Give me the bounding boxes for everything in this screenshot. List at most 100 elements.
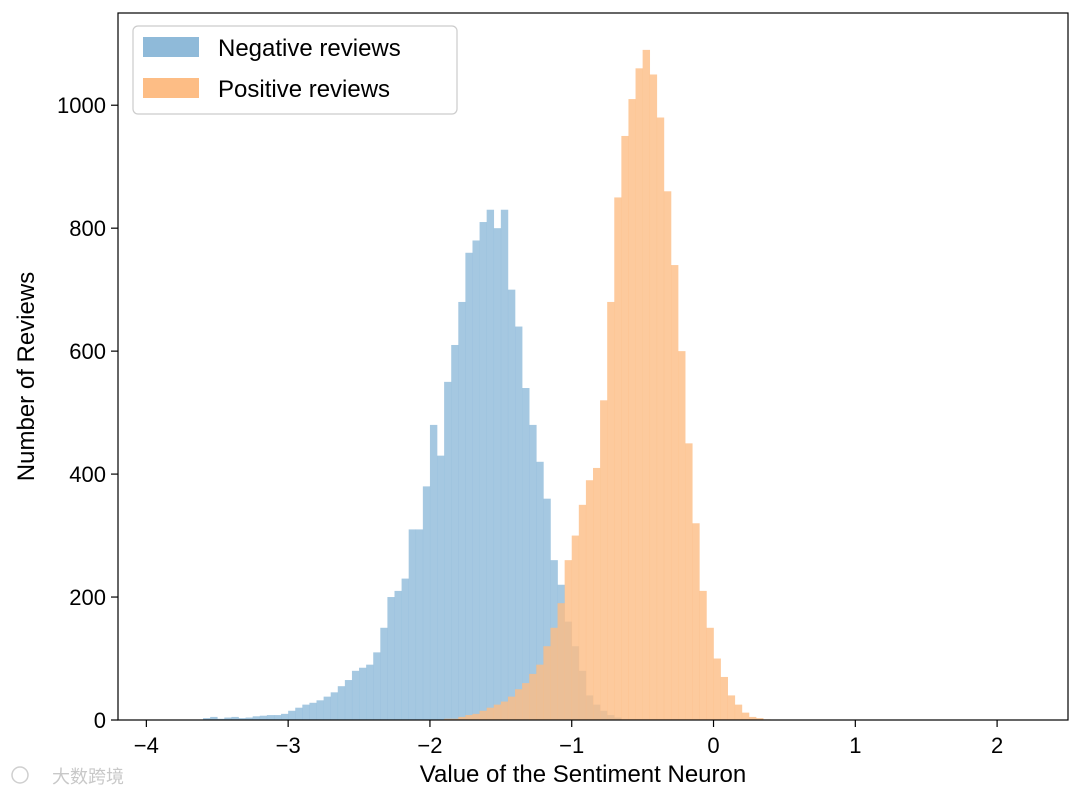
y-axis-label: Number of Reviews xyxy=(13,272,40,481)
negative-reviews-bar xyxy=(472,240,480,721)
positive-reviews-bar xyxy=(607,301,615,720)
positive-reviews-bar xyxy=(500,701,509,720)
positive-reviews-bar xyxy=(727,695,736,720)
negative-reviews-bar xyxy=(458,301,466,720)
negative-reviews-bar xyxy=(281,713,289,720)
positive-reviews-bar xyxy=(656,117,665,720)
negative-reviews-bar xyxy=(373,652,381,720)
negative-reviews-bar xyxy=(451,344,459,720)
positive-reviews-bar xyxy=(486,707,495,720)
x-tick-label: −1 xyxy=(559,733,584,758)
positive-reviews-bar xyxy=(564,560,573,720)
negative-reviews-bar xyxy=(359,667,367,720)
positive-reviews-bar xyxy=(642,49,651,720)
negative-reviews-bar xyxy=(210,716,218,720)
positive-reviews-bar xyxy=(585,480,594,720)
negative-reviews-bar xyxy=(309,702,317,720)
x-tick-label: −2 xyxy=(417,733,442,758)
positive-reviews-bar xyxy=(628,99,636,720)
positive-reviews-bar xyxy=(458,716,466,720)
positive-reviews-bar xyxy=(593,467,601,720)
watermark: 大数跨境 xyxy=(11,766,124,788)
plot-frame xyxy=(117,12,1069,721)
x-tick-label: −4 xyxy=(134,733,159,758)
positive-reviews-bar xyxy=(600,400,608,720)
x-tick-label: −3 xyxy=(276,733,301,758)
positive-reviews-bar xyxy=(699,590,707,720)
positive-reviews-bar xyxy=(720,676,729,720)
negative-reviews-bar xyxy=(273,715,282,720)
negative-reviews-bar xyxy=(217,718,225,720)
negative-reviews-bar xyxy=(387,597,395,720)
legend-swatch-negative xyxy=(143,37,199,57)
positive-reviews-bar xyxy=(543,646,551,720)
positive-reviews-bar xyxy=(444,718,452,720)
negative-reviews-bar xyxy=(302,704,310,720)
negative-reviews-bar xyxy=(500,209,509,720)
positive-reviews-bar xyxy=(493,704,502,720)
positive-reviews-bar xyxy=(649,74,658,720)
positive-reviews-bar xyxy=(663,191,672,720)
negative-reviews-bar xyxy=(401,578,409,720)
negative-reviews-bar xyxy=(238,718,246,720)
negative-reviews-bar xyxy=(351,670,360,720)
negative-reviews-bars xyxy=(203,209,622,721)
negative-reviews-bar xyxy=(394,590,402,720)
positive-reviews-bar xyxy=(692,523,700,720)
positive-reviews-bar xyxy=(550,627,558,720)
negative-reviews-bar xyxy=(203,718,211,720)
negative-reviews-bar xyxy=(486,209,495,720)
negative-reviews-bar xyxy=(507,289,516,720)
negative-reviews-bar xyxy=(529,424,537,720)
negative-reviews-bar xyxy=(252,716,261,720)
negative-reviews-bar xyxy=(429,424,438,720)
positive-reviews-bar xyxy=(479,710,487,720)
x-axis-ticks: −4 −3 −2 −1 0 1 2 xyxy=(134,720,1003,758)
positive-reviews-bar xyxy=(507,696,516,720)
negative-reviews-bar xyxy=(522,388,530,720)
y-axis-ticks: 0 200 400 600 800 1000 xyxy=(57,93,118,733)
positive-reviews-bar xyxy=(741,712,750,720)
positive-reviews-bar xyxy=(635,68,643,720)
positive-reviews-bar xyxy=(529,673,537,720)
x-tick-label: 0 xyxy=(707,733,719,758)
negative-reviews-bar xyxy=(444,381,452,720)
positive-reviews-bar xyxy=(465,715,473,720)
positive-reviews-bar xyxy=(614,197,622,720)
negative-reviews-bar xyxy=(224,717,232,720)
positive-reviews-bars xyxy=(444,49,771,720)
x-tick-label: 1 xyxy=(849,733,861,758)
positive-reviews-bar xyxy=(536,664,544,720)
positive-reviews-bar xyxy=(706,627,714,720)
positive-reviews-bar xyxy=(451,718,459,720)
negative-reviews-bar xyxy=(380,627,388,720)
negative-reviews-bar xyxy=(266,715,275,720)
negative-reviews-bar xyxy=(231,716,239,720)
negative-reviews-bar xyxy=(536,461,544,720)
x-axis-label: Value of the Sentiment Neuron xyxy=(420,761,746,788)
negative-reviews-bar xyxy=(422,486,431,720)
negative-reviews-bar xyxy=(479,222,487,720)
legend-label-negative: Negative reviews xyxy=(218,35,401,62)
positive-reviews-bar xyxy=(571,535,580,720)
negative-reviews-bar xyxy=(366,664,374,720)
negative-reviews-bar xyxy=(337,686,346,720)
negative-reviews-bar xyxy=(330,692,339,720)
negative-reviews-bar xyxy=(437,455,445,720)
negative-reviews-bar xyxy=(465,252,473,721)
positive-reviews-bar xyxy=(748,716,757,720)
positive-reviews-bar xyxy=(522,683,530,720)
negative-reviews-bar xyxy=(288,710,296,720)
y-tick-label: 200 xyxy=(69,585,106,610)
y-tick-label: 1000 xyxy=(57,93,106,118)
negative-reviews-bar xyxy=(408,529,417,720)
positive-reviews-bar xyxy=(557,603,565,720)
negative-reviews-bar xyxy=(493,228,502,720)
positive-reviews-bar xyxy=(578,504,587,720)
negative-reviews-bar xyxy=(295,707,303,720)
positive-reviews-bar xyxy=(515,689,523,720)
x-tick-label: 2 xyxy=(991,733,1003,758)
negative-reviews-bar xyxy=(543,498,551,720)
negative-reviews-bar xyxy=(415,529,424,720)
